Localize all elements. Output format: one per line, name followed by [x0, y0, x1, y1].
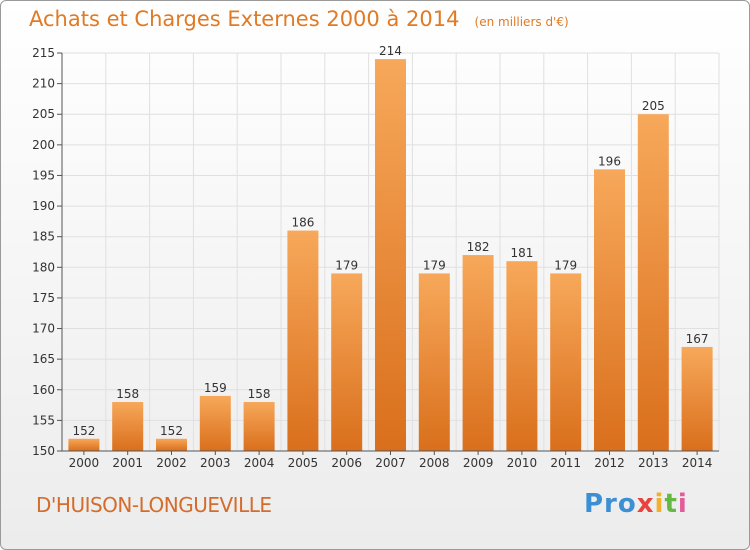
chart-subtitle: (en milliers d'€) — [474, 15, 569, 29]
data-label-2005: 186 — [291, 216, 314, 230]
y-tick-label: 200 — [32, 138, 55, 152]
bars: 152 158 152 159 158 186 179 214 179 182 181 179 196 2… — [68, 44, 713, 452]
x-tick-label: 2001 — [112, 456, 143, 470]
data-label-2008: 179 — [423, 258, 446, 272]
data-label-2014: 167 — [686, 332, 709, 346]
y-tick-label: 205 — [32, 107, 55, 121]
data-label-2013: 205 — [642, 99, 665, 113]
y-tick-label: 155 — [32, 413, 55, 427]
data-label-2002: 152 — [160, 424, 183, 438]
logo-part-pro: Pro — [584, 489, 637, 519]
y-tick-label: 215 — [32, 46, 55, 60]
x-tick-label: 2008 — [419, 456, 450, 470]
x-tick-label: 2012 — [594, 456, 625, 470]
y-tick-label: 185 — [32, 230, 55, 244]
x-tick-label: 2003 — [200, 456, 231, 470]
data-label-2004: 158 — [248, 387, 271, 401]
data-label-2009: 182 — [467, 240, 490, 254]
bar-2013 — [637, 114, 669, 451]
x-tick-label: 2000 — [69, 456, 100, 470]
x-tick-label: 2006 — [331, 456, 362, 470]
data-label-2011: 179 — [554, 258, 577, 272]
bar-2012 — [594, 169, 625, 452]
bar-2011 — [550, 273, 582, 451]
y-tick-label: 190 — [32, 199, 55, 213]
chart-title: Achats et Charges Externes 2000 à 2014 — [29, 7, 460, 31]
data-label-2012: 196 — [598, 154, 621, 168]
bar-2014 — [681, 346, 713, 451]
x-tick-label: 2002 — [156, 456, 187, 470]
y-tick-label: 175 — [32, 291, 55, 305]
bar-2006 — [331, 273, 363, 451]
axes: 150 155 160 165 170 175 180 185 190 195 200 205 210 2… — [32, 46, 719, 470]
x-tick-label: 2011 — [550, 456, 581, 470]
bar-2004 — [243, 402, 275, 451]
y-tick-label: 170 — [32, 322, 55, 336]
logo-part-t: t — [664, 489, 678, 519]
data-label-2010: 181 — [510, 246, 533, 260]
bar-2003 — [199, 395, 231, 451]
bar-2010 — [506, 261, 538, 451]
logo-part-i2: i — [677, 489, 688, 519]
data-label-2000: 152 — [72, 424, 95, 438]
x-tick-label: 2004 — [244, 456, 275, 470]
bar-2000 — [68, 438, 100, 451]
title-line: Achats et Charges Externes 2000 à 2014 (… — [29, 7, 569, 31]
y-tick-label: 195 — [32, 168, 55, 182]
proxiti-logo[interactable]: Proxiti — [584, 489, 688, 519]
x-tick-label: 2014 — [682, 456, 713, 470]
logo-part-x: x — [636, 489, 655, 519]
data-label-2003: 159 — [204, 381, 227, 395]
y-tick-label: 150 — [32, 444, 55, 458]
y-tick-label: 210 — [32, 77, 55, 91]
data-label-2001: 158 — [116, 387, 139, 401]
bar-2005 — [287, 230, 319, 451]
logo-part-i1: i — [654, 489, 665, 519]
x-tick-label: 2013 — [638, 456, 669, 470]
bar-2001 — [112, 402, 144, 451]
x-tick-label: 2010 — [507, 456, 538, 470]
bar-2002 — [156, 438, 187, 451]
data-label-2006: 179 — [335, 258, 358, 272]
x-tick-label: 2005 — [288, 456, 319, 470]
bar-2009 — [462, 255, 494, 451]
commune-name: D'HUISON-LONGUEVILLE — [36, 493, 272, 517]
bar-2008 — [418, 273, 450, 451]
x-tick-label: 2007 — [375, 456, 406, 470]
y-tick-label: 180 — [32, 260, 55, 274]
x-tick-label: 2009 — [463, 456, 494, 470]
y-tick-label: 160 — [32, 383, 55, 397]
data-label-2007: 214 — [379, 44, 402, 58]
y-tick-label: 165 — [32, 352, 55, 366]
bar-2007 — [375, 59, 406, 451]
